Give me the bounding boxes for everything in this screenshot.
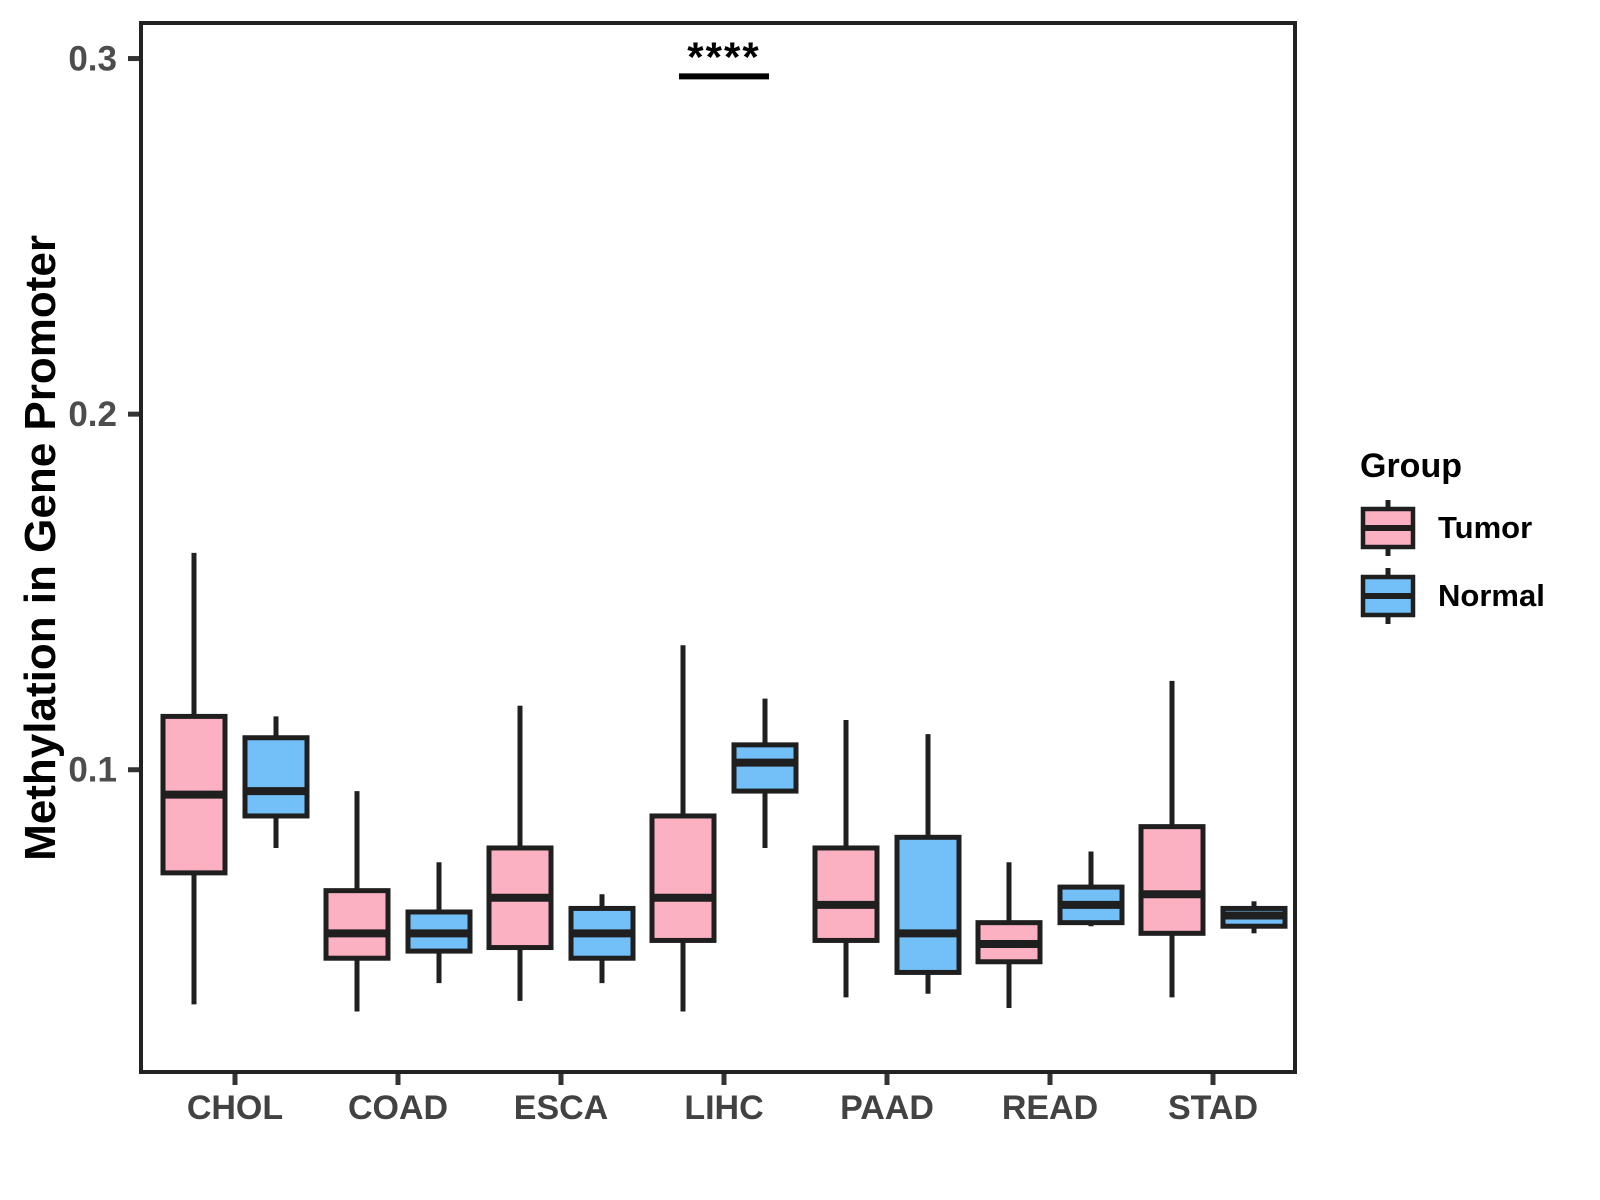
y-tick-label-0.2: 0.2 (68, 395, 117, 434)
legend: Group Tumor Normal (1360, 445, 1545, 635)
x-tick-label-read: READ (1002, 1089, 1098, 1127)
legend-item-tumor: Tumor (1360, 499, 1545, 557)
y-axis-title: Methylation in Gene Promoter (0, 23, 82, 1072)
x-tick-label-lihc: LIHC (684, 1089, 763, 1127)
box-paad-normal (894, 834, 962, 975)
boxplot-key-tumor-icon (1360, 500, 1416, 556)
x-tick-label-coad: COAD (348, 1089, 448, 1127)
legend-title: Group (1360, 447, 1462, 485)
box-stad-tumor (1138, 824, 1206, 936)
x-tick-label-esca: ESCA (514, 1089, 608, 1127)
legend-item-normal: Normal (1360, 567, 1545, 625)
y-tick-label-0.3: 0.3 (68, 40, 117, 79)
significance-label: **** (687, 33, 760, 80)
x-tick-label-chol: CHOL (187, 1089, 283, 1127)
legend-label-tumor: Tumor (1438, 510, 1533, 545)
box-lihc-normal (731, 742, 799, 794)
boxplot-key-normal-icon (1360, 568, 1416, 624)
panel-border (139, 21, 1297, 1074)
legend-label-normal: Normal (1438, 578, 1545, 613)
box-coad-tumor (323, 888, 391, 961)
box-lihc-tumor (649, 813, 717, 943)
x-tick-label-stad: STAD (1168, 1089, 1258, 1127)
box-paad-tumor (812, 845, 880, 943)
y-tick-label-0.1: 0.1 (68, 751, 117, 790)
box-chol-normal (242, 735, 310, 819)
x-tick-label-paad: PAAD (840, 1089, 934, 1127)
y-axis-title-text: Methylation in Gene Promoter (16, 234, 65, 861)
